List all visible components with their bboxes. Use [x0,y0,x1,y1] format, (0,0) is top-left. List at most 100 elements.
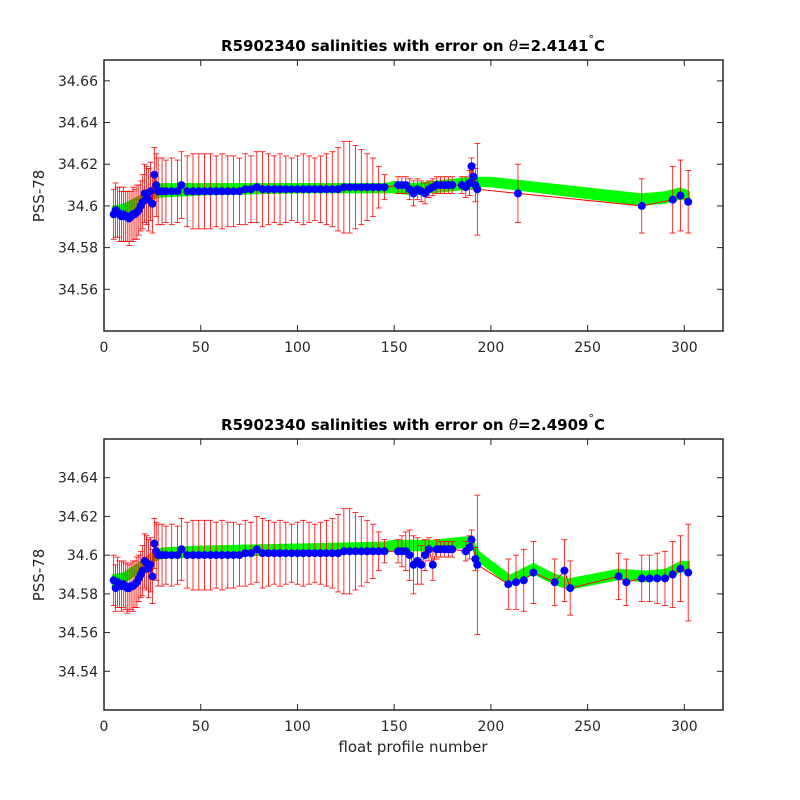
top-data-point [684,197,693,206]
top-data-point [189,187,197,196]
bottom-data-point [287,549,296,558]
top-data-point [276,185,284,194]
top-y-tick-label: 34.62 [58,157,98,173]
top-data-point [322,185,331,194]
bottom-data-point [661,574,669,583]
bottom-y-tick-label: 34.54 [58,664,98,680]
bottom-data-point [363,547,372,556]
bottom-data-point [200,551,209,560]
top-y-tick-label: 34.56 [58,282,98,298]
bottom-y-tick-label: 34.58 [58,587,98,603]
bottom-x-tick-label: 50 [192,719,210,735]
bottom-data-point [150,539,159,548]
bottom-data-point [167,551,176,560]
bottom-data-point [417,560,426,569]
bottom-data-point [653,574,662,583]
top-data-point [357,183,366,192]
bottom-x-tick-label: 100 [284,719,311,735]
top-data-point [258,185,267,194]
top-data-point [173,187,182,196]
bottom-data-point [512,578,520,587]
top-data-point [469,172,478,181]
top-data-point [351,183,360,192]
bottom-data-point [622,578,631,587]
top-y-tick-label: 34.66 [58,74,98,90]
top-data-point [223,187,232,196]
top-y-tick-label: 34.58 [58,241,98,257]
top-x-tick-label: 0 [100,340,109,356]
top-panel-ylabel: PSS-78 [30,170,48,223]
bottom-data-point [566,584,575,593]
bottom-data-point [380,547,389,556]
bottom-data-point [189,551,197,560]
bottom-data-point [148,572,157,581]
bottom-data-point [560,566,569,575]
top-data-point [345,183,354,192]
bottom-data-point [229,551,238,560]
bottom-data-point [428,560,437,569]
bottom-data-point [368,547,377,556]
bottom-x-tick-label: 250 [574,719,601,735]
top-data-point [448,181,457,190]
bottom-data-point [473,560,482,569]
top-data-point [150,170,159,179]
top-data-point [676,191,685,200]
bottom-panel-ylabel: PSS-78 [30,549,48,602]
bottom-data-point [668,570,677,579]
bottom-panel-plot: 0 50 100 150 200 250 300 34.54 34.56 34.58 34.6 34.… [58,438,724,735]
top-data-point [161,187,170,196]
top-data-point [270,185,279,194]
top-x-tick-label: 250 [574,340,601,356]
top-x-tick-label: 50 [192,340,210,356]
bottom-data-point [421,551,430,560]
bottom-data-point [339,547,348,556]
top-data-point [668,195,677,204]
bottom-x-tick-label: 300 [671,719,698,735]
top-panel-title: R5902340 salinities with error on θ=2.41… [221,33,605,55]
bottom-x-tick-label: 150 [381,719,408,735]
bottom-data-point [258,549,267,558]
top-data-point [148,199,157,208]
top-y-tick-label: 34.6 [67,199,98,215]
top-data-point [167,187,176,196]
bottom-data-point [374,547,383,556]
bottom-data-point [504,580,513,589]
bottom-data-point [264,549,273,558]
top-data-point [514,189,522,198]
bottom-x-tick-label: 0 [100,719,109,735]
top-data-point [264,185,273,194]
top-x-tick-label: 150 [381,340,408,356]
bottom-data-point [212,551,221,560]
bottom-data-point [448,545,457,554]
bottom-data-point [281,549,290,558]
top-data-point [177,181,186,190]
bottom-y-tick-label: 34.56 [58,626,98,642]
bottom-data-point [405,551,414,560]
bottom-data-point [529,568,538,577]
bottom-data-point [206,551,215,560]
bottom-data-point [310,549,319,558]
bottom-data-point [637,574,646,583]
bottom-data-point [276,549,284,558]
bottom-data-point [345,547,354,556]
bottom-data-point [465,543,474,552]
bottom-data-point [218,551,226,560]
bottom-data-point [519,576,528,585]
top-data-point [328,185,337,194]
bottom-data-point [293,549,302,558]
bottom-data-point [247,549,255,558]
bottom-data-point [173,551,182,560]
top-data-point [368,183,377,192]
top-data-point [229,187,238,196]
bottom-data-point [316,549,325,558]
top-data-point [212,187,221,196]
bottom-panel-xlabel: float profile number [338,738,488,756]
top-data-point [183,187,192,196]
bottom-data-point [146,560,155,569]
bottom-y-tick-label: 34.62 [58,509,98,525]
bottom-y-tick-label: 34.64 [58,471,98,487]
top-data-point [293,185,302,194]
bottom-data-point [177,545,186,554]
bottom-data-point [425,545,433,554]
